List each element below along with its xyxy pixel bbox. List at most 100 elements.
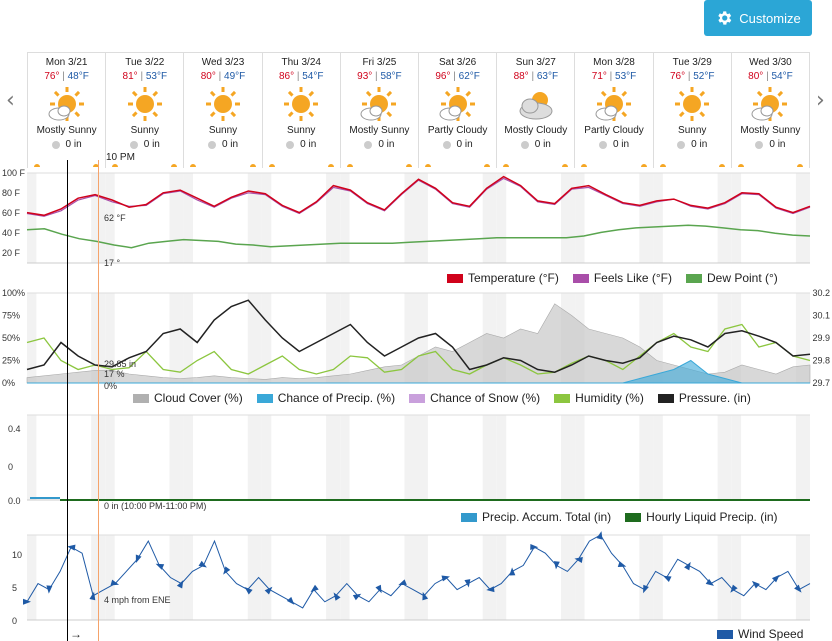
day-condition: Sunny bbox=[130, 125, 159, 136]
legend-item[interactable]: Cloud Cover (%) bbox=[133, 391, 243, 405]
day-precip: 0 in bbox=[654, 139, 731, 150]
night-band bbox=[340, 535, 350, 620]
night-band bbox=[340, 293, 350, 383]
cursor-accum-label: 0 in (10:00 PM-11:00 PM) bbox=[104, 501, 206, 511]
night-band bbox=[561, 173, 576, 263]
sunrise-icon bbox=[737, 164, 744, 167]
sunny-icon bbox=[675, 87, 710, 121]
wind-direction-arrow bbox=[23, 598, 31, 605]
legend-item[interactable]: Pressure. (in) bbox=[657, 391, 751, 405]
night-band bbox=[418, 535, 428, 620]
wind-direction-arrow bbox=[574, 557, 583, 563]
prev-arrow-icon[interactable]: ‹ bbox=[6, 88, 15, 113]
day-column[interactable]: Sun 3/27 88° | 63°F Mostly Cloudy 0 in bbox=[496, 53, 574, 168]
day-high: 80° bbox=[748, 71, 764, 82]
night-band bbox=[717, 173, 732, 263]
sunrise-icon bbox=[425, 164, 432, 167]
wind-direction-arrow bbox=[176, 580, 184, 589]
wind-direction-arrow bbox=[441, 575, 450, 582]
y-tick-label: 5 bbox=[12, 583, 17, 593]
night-band bbox=[639, 173, 654, 263]
legend-item[interactable]: Chance of Snow (%) bbox=[409, 391, 540, 405]
day-precip: 0 in bbox=[341, 139, 418, 150]
y-tick-label: 25% bbox=[2, 356, 20, 366]
night-band bbox=[639, 415, 654, 500]
wind-line bbox=[26, 534, 811, 609]
y-tick-label: 20 F bbox=[2, 248, 21, 258]
day-column[interactable]: Tue 3/22 81° | 53°F Sunny 0 in bbox=[105, 53, 183, 168]
wind-direction-arrow bbox=[398, 579, 407, 586]
night-band bbox=[418, 293, 428, 383]
day-column[interactable]: Tue 3/29 76° | 52°F Sunny 0 in bbox=[652, 53, 731, 168]
y-tick-label: 80 F bbox=[2, 188, 21, 198]
partly-sunny-icon bbox=[48, 87, 84, 121]
legend-item[interactable]: Hourly Liquid Precip. (in) bbox=[625, 510, 778, 524]
day-precip: 0 in bbox=[184, 139, 261, 150]
night-band bbox=[561, 415, 576, 500]
day-column[interactable]: Thu 3/24 86° | 54°F Sunny 0 in bbox=[261, 53, 340, 168]
day-low: 53°F bbox=[145, 71, 168, 82]
day-column[interactable]: Wed 3/23 80° | 49°F Sunny 0 in bbox=[183, 53, 261, 168]
night-band bbox=[418, 415, 428, 500]
now-line bbox=[98, 160, 99, 641]
day-column[interactable]: Mon 3/21 76° | 48°F Mostly Sunny 0 in bbox=[27, 53, 105, 168]
night-band bbox=[404, 535, 419, 620]
partly-sunny-icon bbox=[360, 87, 397, 121]
y-tick-label: 29.8 bbox=[812, 356, 830, 366]
legend-item[interactable]: Chance of Precip. (%) bbox=[256, 391, 395, 405]
night-band bbox=[717, 535, 732, 620]
day-precip: 0 in bbox=[497, 139, 574, 150]
cloud-legend: Cloud Cover (%) Chance of Precip. (%) Chan… bbox=[133, 391, 751, 405]
sunrise-icon bbox=[112, 164, 119, 167]
day-date: Mon 3/21 bbox=[45, 57, 88, 68]
day-precip: 0 in bbox=[106, 139, 183, 150]
wind-direction-arrow bbox=[223, 566, 231, 575]
night-band bbox=[653, 415, 663, 500]
wind-direction-arrow bbox=[89, 591, 96, 601]
precip-legend: Precip. Accum. Total (in) Hourly Liquid P… bbox=[461, 510, 778, 524]
legend-item[interactable]: Dew Point (°) bbox=[685, 271, 778, 285]
night-band bbox=[731, 535, 742, 620]
sunset-icon bbox=[93, 164, 100, 167]
sunrise-icon bbox=[190, 164, 197, 167]
night-band bbox=[105, 293, 115, 383]
day-high: 96° bbox=[435, 71, 451, 82]
day-column[interactable]: Wed 3/30 80° | 54°F Mostly Sunny 0 in bbox=[730, 53, 811, 168]
legend-item[interactable]: Precip. Accum. Total (in) bbox=[461, 510, 611, 524]
night-band bbox=[731, 415, 742, 500]
raindrop-icon bbox=[286, 140, 295, 149]
legend-swatch bbox=[685, 273, 702, 283]
pressure-line bbox=[26, 299, 811, 373]
day-column[interactable]: Sat 3/26 96° | 62°F Partly Cloudy 0 in bbox=[418, 53, 496, 168]
legend-item[interactable]: Wind Speed bbox=[717, 627, 803, 641]
day-low: 62°F bbox=[458, 71, 480, 82]
day-column[interactable]: Fri 3/25 93° | 58°F Mostly Sunny 0 in bbox=[339, 53, 418, 168]
night-band bbox=[27, 293, 37, 383]
cursor-line[interactable] bbox=[67, 160, 68, 641]
legend-item[interactable]: Humidity (%) bbox=[554, 391, 644, 405]
legend-label: Feels Like (°F) bbox=[593, 271, 672, 285]
precip-chance-area bbox=[27, 359, 810, 384]
day-temps: 96° | 62°F bbox=[435, 71, 480, 82]
legend-swatch bbox=[657, 393, 674, 403]
day-date: Fri 3/25 bbox=[362, 57, 397, 68]
cloud-area bbox=[26, 303, 811, 384]
day-date: Tue 3/22 bbox=[125, 57, 165, 68]
legend-item[interactable]: Feels Like (°F) bbox=[572, 271, 672, 285]
night-band bbox=[105, 173, 115, 263]
y-tick-label: 30.2 bbox=[812, 288, 830, 298]
day-column[interactable]: Mon 3/28 71° | 53°F Partly Cloudy 0 in bbox=[574, 53, 652, 168]
night-band bbox=[261, 535, 272, 620]
cursor-dew-label: 17 ° bbox=[104, 258, 121, 268]
temperature-chart: 100 F 80 F 60 F 40 F 20 F 62 °F 17 ° bbox=[2, 168, 811, 268]
night-band bbox=[261, 173, 272, 263]
cloudy-sun-icon bbox=[519, 92, 553, 120]
night-band bbox=[575, 415, 585, 500]
day-condition: Partly Cloudy bbox=[584, 125, 644, 136]
customize-button[interactable]: Customize bbox=[704, 0, 812, 36]
wind-direction-arrow bbox=[751, 580, 760, 589]
cloud-humidity-chart: 100% 75% 50% 25% 0% 30.2 30.1 29.9 29.8 29.7 29.85… bbox=[2, 288, 830, 391]
night-band bbox=[183, 173, 193, 263]
legend-item[interactable]: Temperature (°F) bbox=[447, 271, 559, 285]
next-arrow-icon[interactable]: › bbox=[816, 88, 825, 113]
